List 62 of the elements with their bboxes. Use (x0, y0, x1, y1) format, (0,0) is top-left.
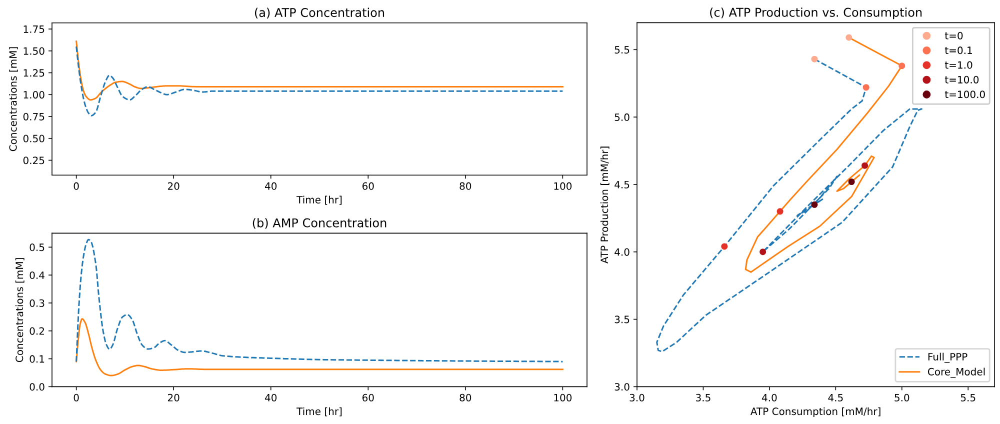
x-tick-label: 80 (460, 182, 472, 190)
x-tick-label: 20 (168, 394, 180, 402)
x-axis-title: Time [hr] (296, 196, 342, 205)
y-tick-label: 0.4 (30, 271, 44, 279)
point (862, 84, 870, 91)
x-tick-label: 0 (74, 182, 79, 190)
y-tick-label: 1.25 (24, 69, 44, 77)
y-tick-label: 0.3 (30, 299, 44, 307)
y-axis-title: Concentrations [mM] (9, 47, 18, 152)
y-tick-label: 0.75 (23, 112, 44, 120)
x-tick-label: 60 (362, 182, 374, 190)
point (811, 201, 818, 208)
point (862, 162, 868, 169)
y-tick-label: 0.1 (30, 355, 44, 363)
legend-label: t=100.0 (944, 90, 985, 98)
y-axis-title: ATP Production [mM/hr] (600, 146, 610, 264)
y-tick-label: 5.0 (614, 113, 630, 121)
y-tick-label: 1.50 (24, 47, 44, 55)
chart-title: (a) ATP Concentration (254, 8, 384, 18)
y-tick-label: 1.75 (24, 26, 44, 33)
legend-label: t=1.0 (944, 61, 972, 69)
x-tick-label: 40 (264, 182, 277, 190)
legend-label: t=0.1 (944, 46, 972, 54)
x-tick-label: 5.5 (960, 394, 976, 402)
legend-label: Full_PPP (928, 352, 968, 363)
point (848, 178, 855, 186)
x-tick-label: 3.0 (630, 394, 644, 402)
x-tick-label: 0 (74, 394, 79, 402)
point (776, 208, 784, 215)
legend-label: t=10.0 (944, 76, 979, 84)
x-tick-label: 40 (264, 394, 277, 402)
legend-label: t=0 (944, 32, 963, 40)
y-tick-label: 0.0 (30, 383, 44, 391)
x-tick-label: 20 (168, 182, 180, 190)
chart-title: (b) AMP Concentration (252, 218, 386, 229)
x-tick-label: 3.5 (696, 394, 710, 402)
point (846, 34, 852, 41)
point (721, 243, 728, 250)
y-axis-title: Concentrations [mM] (15, 258, 24, 362)
y-tick-label: 3.0 (614, 383, 630, 391)
x-tick-label: 4.5 (828, 394, 843, 402)
x-axis-title: ATP Consumption [mM/hr] (750, 407, 880, 418)
x-tick-label: 60 (362, 394, 374, 402)
point (811, 56, 818, 62)
x-tick-label: 80 (460, 394, 472, 402)
x-tick-label: 100 (554, 182, 572, 190)
y-tick-label: 0.25 (23, 156, 44, 164)
x-tick-label: 4.0 (762, 394, 777, 402)
y-tick-label: 1.00 (24, 91, 44, 99)
chart-title: (c) ATP Production vs. Consumption (710, 8, 922, 20)
point (898, 62, 906, 70)
y-tick-label: 0.50 (23, 134, 44, 142)
x-tick-label: 5.0 (894, 394, 910, 402)
y-tick-label: 4.0 (614, 248, 630, 256)
y-tick-label: 0.2 (30, 327, 44, 335)
y-tick-label: 3.5 (614, 316, 630, 324)
y-tick-label: 5.5 (614, 46, 630, 54)
x-axis-title: Time [hr] (296, 407, 342, 416)
y-tick-label: 0.5 (30, 244, 44, 252)
point (760, 248, 766, 256)
legend-label: Core_Model (928, 368, 985, 378)
x-tick-label: 100 (554, 394, 572, 402)
